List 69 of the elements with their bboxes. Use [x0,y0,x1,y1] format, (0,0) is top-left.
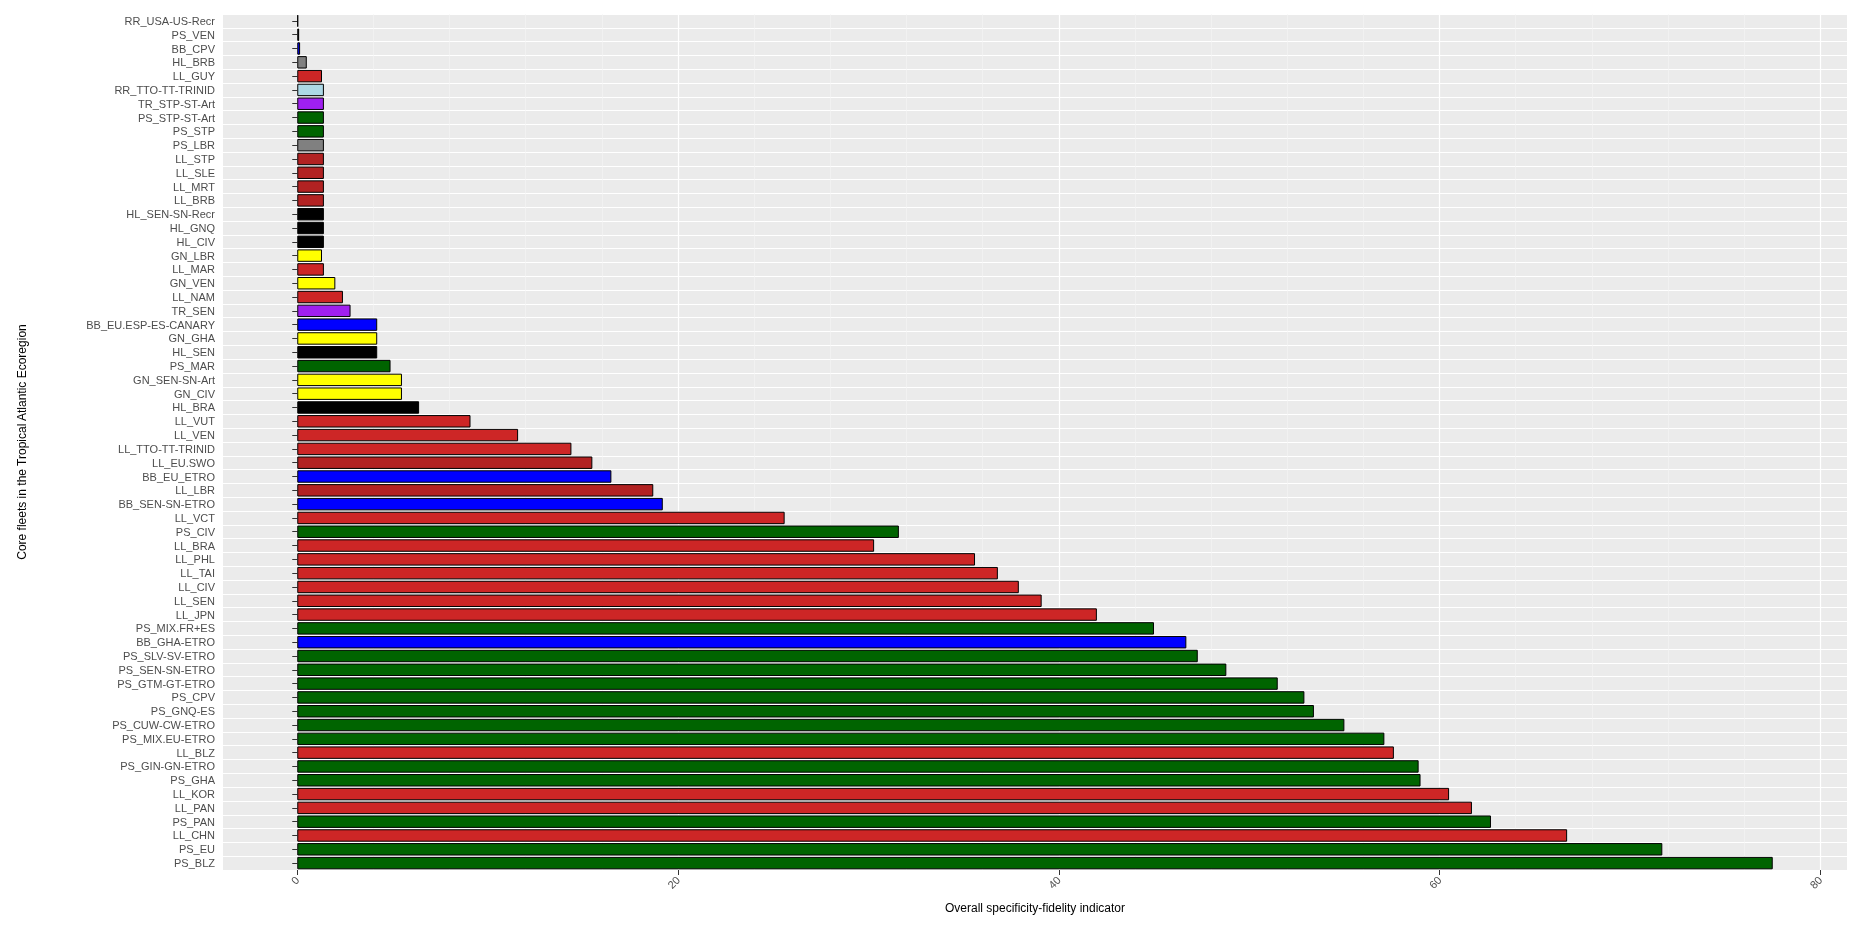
y-tick-label: LL_VUT [174,415,216,428]
y-tick-label: PS_GNQ-ES [150,705,215,718]
y-tick-label: BB_CPV [171,42,216,55]
y-tick-label: PS_PAN [172,815,216,828]
y-tick-label: GN_LBR [170,249,216,262]
y-tick-label: LL_NAM [172,291,215,304]
y-tick-label: HL_SEN-SN-Recr [126,208,216,221]
y-tick-label: TR_STP-ST-Art [137,97,215,110]
y-tick-label: LL_MAR [172,263,216,276]
x-axis-title: Overall specificity-fidelity indicator [944,901,1126,915]
y-tick-label: BB_SEN-SN-ETRO [118,498,216,511]
y-tick-label: HL_BRA [172,401,216,414]
y-tick-label: PS_STP [172,125,215,138]
y-tick-label: TR_SEN [171,304,216,317]
x-tick-label: 20 [665,873,683,891]
y-tick-label: LL_PAN [174,801,216,814]
y-tick-label: BB_EU.ESP-ES-CANARY [86,318,216,331]
y-tick-label: PS_CIV [175,525,216,538]
y-tick-label: BB_EU_ETRO [142,470,216,483]
y-tick-label: PS_MIX.FR+ES [135,622,215,635]
y-tick-label: PS_CUW-CW-ETRO [112,719,216,732]
y-tick-label: LL_LBR [175,484,216,497]
y-tick-label: HL_CIV [176,235,216,248]
y-tick-label: LL_VCT [174,511,216,524]
y-tick-label: LL_PHL [175,553,215,566]
y-tick-label: LL_BRB [174,194,215,207]
x-tick-label: 40 [1045,873,1064,891]
x-tick-label: 60 [1426,873,1444,891]
y-tick-label: PS_STP-ST-Art [137,111,215,124]
y-tick-label: LL_BLZ [176,746,216,759]
y-tick-label: PS_LBR [172,139,216,152]
y-tick-label: HL_GNQ [169,222,216,234]
y-tick-label: PS_GIN-GN-ETRO [120,760,216,773]
y-tick-label: PS_SLV-SV-ETRO [122,650,216,662]
y-tick-label: LL_TAI [180,567,215,580]
y-tick-label: PS_MIX.EU-ETRO [122,732,216,745]
y-tick-label: PS_GTM-GT-ETRO [117,677,216,690]
y-tick-label: LL_KOR [172,788,216,801]
y-tick-label: PS_MAR [169,360,216,373]
y-tick-label: LL_EU.SWO [152,456,216,469]
y-tick-label: PS_GHA [170,774,216,787]
y-axis-title: Core fleets in the Tropical Atlantic Ecoregion [15,324,29,560]
y-tick-label: BB_GHA-ETRO [136,636,216,649]
y-tick-label: HL_SEN [172,346,216,359]
y-tick-label: RR_TTO-TT-TRINID [114,83,216,96]
y-tick-label: LL_STP [175,152,215,165]
y-tick-label: LL_CIV [178,580,216,593]
y-tick-label: GN_SEN-SN-Art [133,373,215,386]
x-tick-label: 80 [1807,873,1825,891]
y-tick-label: RR_USA-US-Recr [124,14,216,27]
y-tick-label: LL_SLE [175,166,215,179]
y-tick-label: LL_VEN [174,429,216,442]
y-tick-label: GN_VEN [169,277,216,290]
y-tick-label: LL_GUY [172,70,216,83]
y-tick-label: GN_GHA [168,332,216,345]
y-tick-label: LL_JPN [175,608,216,621]
y-tick-label: LL_SEN [174,594,216,607]
y-tick-label: LL_CHN [172,829,216,842]
y-tick-label: LL_BRA [174,539,216,552]
y-tick-label: GN_CIV [174,387,216,400]
y-tick-label: HL_BRB [172,56,215,69]
y-tick-label: PS_BLZ [174,857,216,870]
y-tick-label: PS_SEN-SN-ETRO [118,663,216,676]
x-tick-label: 0 [288,873,302,887]
y-tick-label: PS_EU [178,843,216,856]
y-tick-label: PS_CPV [171,691,216,704]
y-tick-label: LL_MRT [173,180,216,193]
y-tick-label: LL_TTO-TT-TRINID [118,442,216,455]
y-tick-label: PS_VEN [171,28,216,41]
